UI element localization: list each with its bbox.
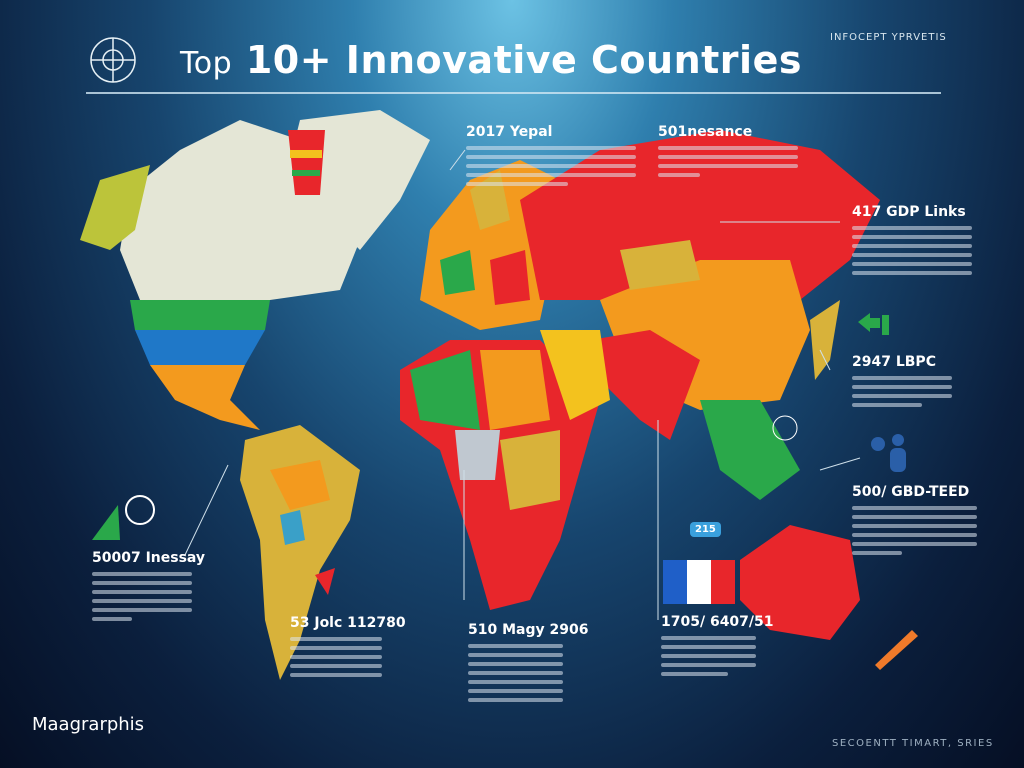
info-card: 1705/ 6407/51 bbox=[661, 614, 774, 681]
title-prefix: Top bbox=[180, 46, 233, 81]
card-heading: 501nesance bbox=[658, 124, 753, 140]
card-heading: 53 Jolc 112780 bbox=[290, 615, 406, 631]
info-card: 2017 Yepal bbox=[466, 124, 636, 191]
page-title: Top 10+ Innovative Countries bbox=[180, 38, 802, 82]
info-card: 50007 Inessay bbox=[92, 550, 206, 626]
region-russia bbox=[520, 130, 880, 300]
flag-marker bbox=[288, 130, 325, 195]
region-india bbox=[590, 330, 700, 440]
region-usa-north bbox=[130, 300, 270, 330]
info-card: 510 Magy 2906 bbox=[468, 622, 589, 707]
people-icon bbox=[871, 434, 906, 472]
card-heading: 50007 Inessay bbox=[92, 550, 206, 566]
info-card: 417 GDP Links bbox=[852, 204, 972, 280]
globe-logo-icon bbox=[90, 37, 136, 83]
region-middle-east bbox=[540, 330, 610, 420]
region-usa-south bbox=[135, 330, 265, 365]
info-card: 500/ GBD-TEED bbox=[852, 484, 977, 560]
triangle-compass-icon bbox=[92, 495, 155, 540]
card-heading: 2017 Yepal bbox=[466, 124, 553, 140]
region-alaska bbox=[80, 165, 150, 250]
count-badge: 215 bbox=[690, 522, 721, 537]
card-heading: 2947 LBPC bbox=[852, 354, 936, 370]
footer-label: SECOENTT TIMART, SRIES bbox=[832, 738, 994, 749]
region-greenland bbox=[290, 110, 430, 250]
title-divider bbox=[86, 92, 941, 94]
card-heading: 417 GDP Links bbox=[852, 204, 966, 220]
france-flag-icon bbox=[663, 560, 735, 604]
compass-icon bbox=[772, 415, 798, 441]
title-main: 10+ Innovative Countries bbox=[245, 38, 802, 82]
region-south-america bbox=[240, 425, 360, 680]
region-mexico bbox=[150, 365, 260, 430]
region-australia bbox=[740, 525, 860, 640]
card-heading: 1705/ 6407/51 bbox=[661, 614, 774, 630]
brand-name: Maagrarphis bbox=[32, 714, 145, 735]
arrow-icon bbox=[858, 313, 880, 332]
region-southeast-asia bbox=[700, 400, 800, 500]
pencil-icon bbox=[875, 630, 918, 670]
info-card: 501nesance bbox=[658, 124, 798, 182]
info-card: 53 Jolc 112780 bbox=[290, 615, 406, 682]
card-heading: 500/ GBD-TEED bbox=[852, 484, 970, 500]
corner-label: INFOCEPT YPRVETIS bbox=[830, 32, 947, 43]
card-heading: 510 Magy 2906 bbox=[468, 622, 589, 638]
info-card: 2947 LBPC bbox=[852, 354, 952, 412]
